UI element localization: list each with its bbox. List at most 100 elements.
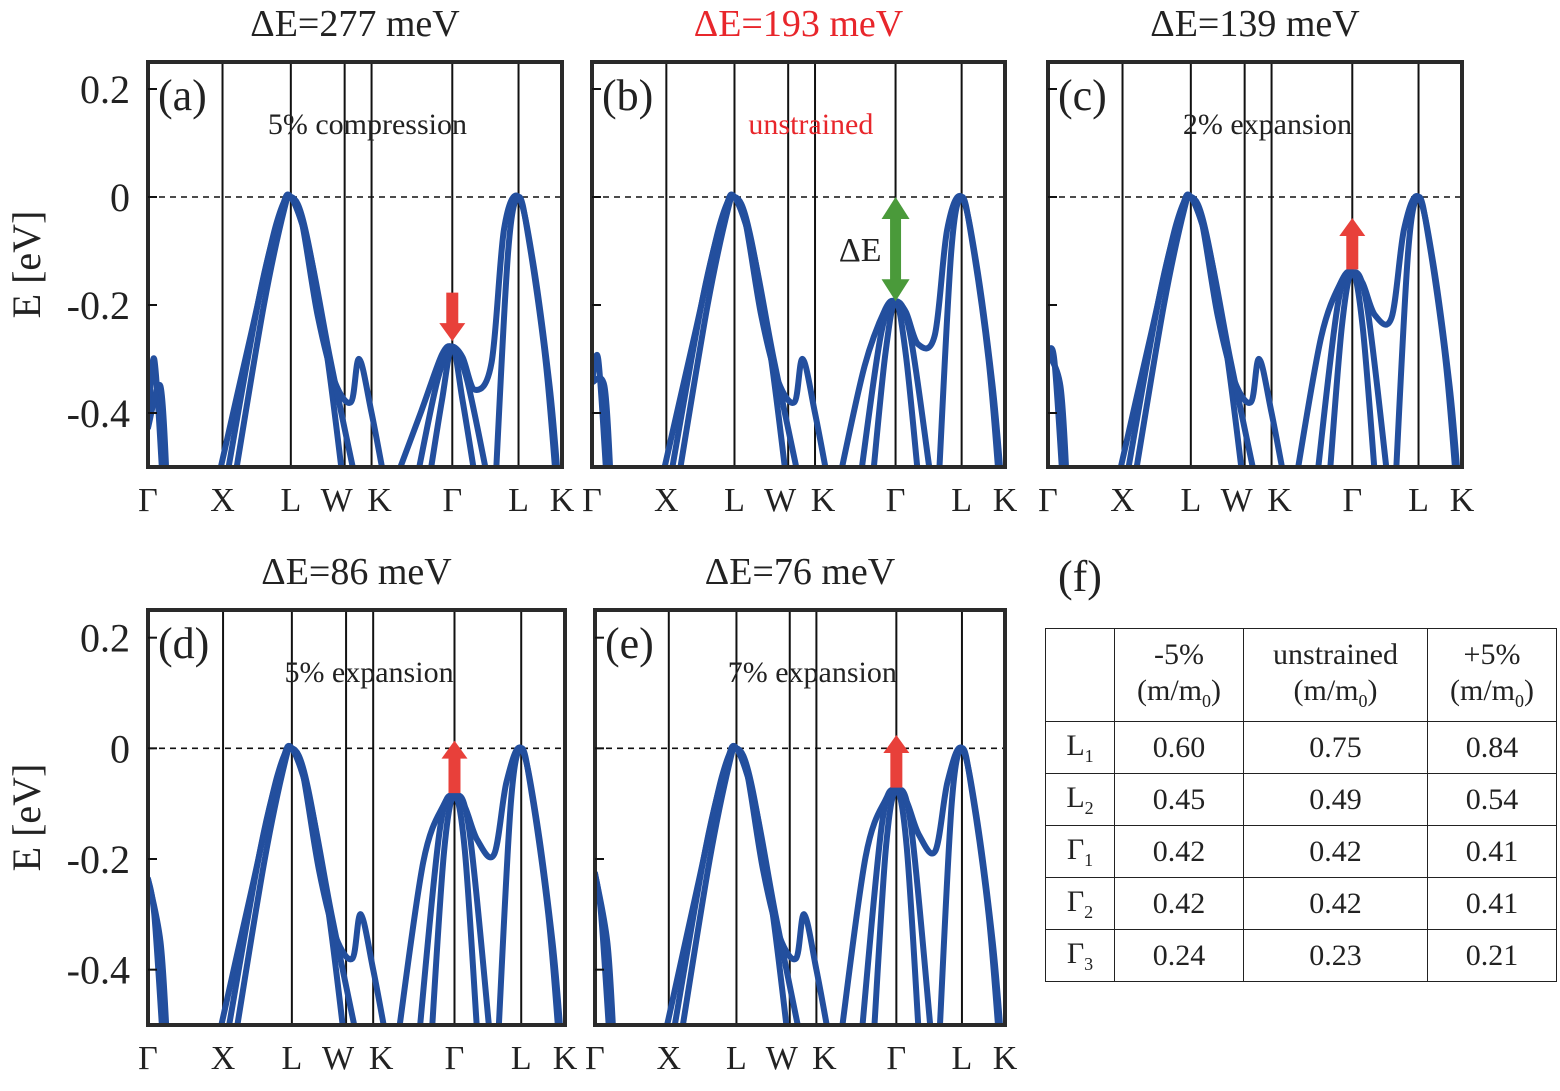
k-point-label: L [281, 1040, 302, 1077]
table-cell: 0.60 [1114, 721, 1244, 774]
band-curve [671, 742, 801, 1025]
y-tick-label: 0.2 [80, 616, 130, 661]
k-point-label: Γ [1038, 482, 1058, 519]
table-cell: 0.84 [1427, 721, 1557, 774]
y-tick-label: -0.2 [67, 283, 130, 328]
panel-letter: (e) [605, 619, 654, 668]
y-axis-label: E [eV] [4, 211, 49, 319]
band-curve [669, 191, 800, 467]
y-axis-label: E [eV] [4, 764, 49, 872]
table-header-minus5: -5% (m/m0) [1114, 628, 1244, 722]
k-point-label: K [1267, 482, 1292, 519]
arrow-head [439, 323, 466, 342]
band-curve [1133, 191, 1286, 467]
k-point-label: K [1450, 482, 1475, 519]
panel-title: ΔE=277 meV [250, 3, 460, 45]
k-point-label: L [508, 482, 529, 519]
panel-letter: (d) [158, 619, 209, 668]
k-point-label: Γ [887, 1040, 907, 1077]
band-curve [233, 191, 386, 467]
panel-letter: (c) [1058, 71, 1107, 120]
strain-label: 2% expansion [1183, 108, 1352, 141]
row-label: Γ2 [1045, 877, 1115, 930]
k-point-label: K [553, 1040, 578, 1077]
table-cell: 0.21 [1427, 929, 1557, 982]
k-point-label: L [952, 1040, 973, 1077]
band-curve [936, 193, 1001, 467]
row-label: Γ1 [1045, 825, 1115, 878]
arrow-head [1339, 218, 1366, 237]
k-point-label: K [993, 1040, 1018, 1077]
panel-frame [593, 608, 1007, 1027]
panel-letter: (b) [602, 71, 653, 120]
effective-mass-table: -5% (m/m0) unstrained (m/m0) +5% (m/m0) L1 … [1045, 628, 1557, 982]
arrow-head [881, 197, 910, 219]
k-point-label: L [726, 1040, 747, 1077]
table-cell: 0.42 [1243, 825, 1428, 878]
table-row: Γ2 0.42 0.42 0.41 [1045, 877, 1557, 930]
band-curve [495, 745, 561, 1025]
band-curve [859, 786, 934, 1025]
panel-title: ΔE=76 meV [705, 551, 896, 593]
table-cell: 0.42 [1114, 877, 1244, 930]
band-curve [234, 743, 387, 1025]
k-point-label: Γ [138, 482, 158, 519]
y-tick-label: -0.2 [67, 837, 130, 882]
k-point-label: K [550, 482, 575, 519]
band-curve [677, 191, 829, 467]
band-curve [148, 382, 170, 467]
panel-letter: (a) [158, 71, 207, 120]
table-row: Γ1 0.42 0.42 0.41 [1045, 825, 1557, 878]
k-point-label: L [724, 482, 745, 519]
strain-label: 7% expansion [728, 656, 897, 689]
panel-frame [1046, 60, 1464, 469]
k-point-label: L [511, 1040, 532, 1077]
band-curve [1393, 193, 1458, 467]
band-curve [226, 742, 358, 1025]
strain-label: 5% expansion [284, 656, 453, 689]
band-curve [1315, 269, 1390, 467]
band-curve [595, 870, 616, 1025]
k-point-label: L [951, 482, 972, 519]
table-row: L2 0.45 0.49 0.54 [1045, 773, 1557, 826]
k-point-label: X [654, 482, 679, 519]
band-group [1048, 191, 1460, 467]
band-group [148, 191, 560, 467]
band-curve [858, 298, 933, 467]
y-tick-label: -0.4 [67, 948, 130, 993]
k-point-label: L [1408, 482, 1429, 519]
arrow-head [441, 740, 468, 759]
k-point-label: Γ [138, 1040, 158, 1077]
table-row: L1 0.60 0.75 0.84 [1045, 721, 1557, 774]
table-cell: 0.75 [1243, 721, 1428, 774]
table-cell: 0.41 [1427, 877, 1557, 930]
k-point-label: X [1110, 482, 1135, 519]
table-cell: 0.42 [1243, 877, 1428, 930]
row-label: L2 [1045, 773, 1115, 826]
table-cell: 0.42 [1114, 825, 1244, 878]
table-row: Γ3 0.24 0.23 0.21 [1045, 929, 1557, 982]
panel-frame [146, 608, 567, 1027]
panel-title: ΔE=139 meV [1150, 3, 1360, 45]
k-point-label: K [811, 482, 836, 519]
table-cell: 0.54 [1427, 773, 1557, 826]
table-cell: 0.45 [1114, 773, 1244, 826]
band-curve [493, 193, 558, 467]
k-point-label: X [211, 1040, 236, 1077]
k-point-label: K [993, 482, 1018, 519]
table-header-corner [1045, 628, 1115, 722]
band-curve [148, 875, 170, 1025]
arrow-head [881, 279, 910, 302]
band-curve [1125, 191, 1256, 467]
k-point-label: K [812, 1040, 837, 1077]
band-curve [417, 792, 492, 1025]
y-tick-label: 0 [110, 175, 130, 220]
band-group [148, 742, 563, 1025]
k-point-label: Γ [442, 482, 462, 519]
y-tick-label: 0.2 [80, 67, 130, 112]
panel-title: ΔE=86 meV [261, 551, 452, 593]
k-point-label: W [322, 1040, 355, 1077]
band-curve [416, 343, 489, 467]
strain-label: 5% compression [268, 108, 467, 141]
